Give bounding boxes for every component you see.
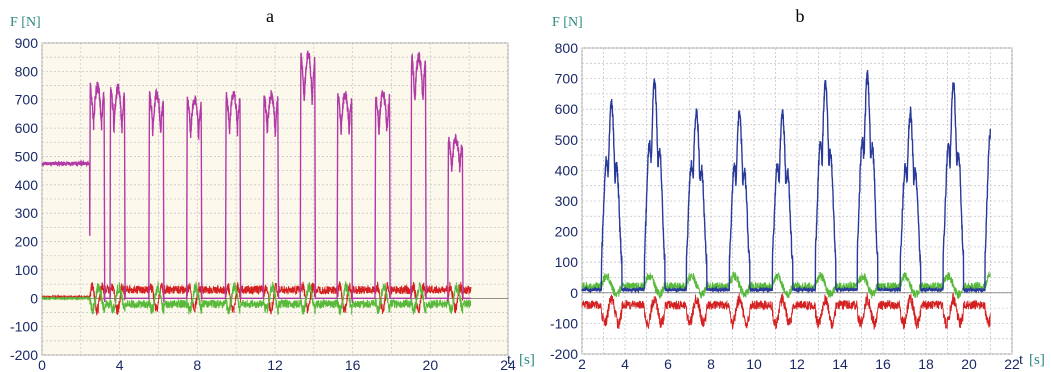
x-tick-label: 8	[193, 357, 201, 372]
y-tick-label: 800	[555, 40, 579, 56]
series-line-lateral-2	[41, 280, 472, 317]
y-tick-labels-a: -200 -100 0 100 200 300 400 500 600 700 800 900	[10, 35, 38, 363]
y-tick-label: -200	[10, 347, 38, 363]
x-tick-label: 16	[345, 357, 361, 372]
x-axis-unit-a: [s]	[519, 352, 535, 368]
x-tick-label: 20	[961, 356, 977, 372]
y-tick-label: 500	[15, 148, 39, 164]
y-tick-label: 700	[15, 92, 39, 108]
x-tick-label: 4	[621, 356, 629, 372]
y-axis-label-a: F [N]	[10, 15, 41, 30]
x-tick-label: 18	[918, 356, 934, 372]
series-group-a	[41, 50, 472, 317]
chart-panel-b: b F [N] -200 -100 0 100 200 300 400 500 600 700 80…	[550, 6, 1045, 372]
y-axis-label-b: F [N]	[552, 15, 583, 30]
y-tick-label: 400	[15, 177, 39, 193]
x-tick-labels-b: 2 4 6 8 10 12 14 16 18 20 22	[578, 356, 1020, 372]
x-tick-label: 8	[707, 356, 715, 372]
x-tick-label: 12	[267, 357, 283, 372]
y-tick-label: -200	[550, 346, 578, 362]
x-tick-label: 12	[789, 356, 805, 372]
y-tick-label: 200	[15, 234, 39, 250]
y-tick-label: 800	[15, 63, 39, 79]
y-tick-label: 500	[555, 132, 579, 148]
y-tick-label: 600	[15, 120, 39, 136]
y-tick-label: 700	[555, 71, 579, 87]
x-tick-label: 0	[38, 357, 46, 372]
chart-panel-a: a F [N] -200-100010020030040050060070080…	[10, 6, 535, 372]
y-tick-label: -100	[550, 315, 578, 331]
x-tick-label: 22	[1004, 356, 1020, 372]
series-line-lateral-1	[581, 270, 991, 300]
x-tick-label: 20	[423, 357, 439, 372]
y-tick-labels-b: -200 -100 0 100 200 300 400 500 600 700 800	[550, 40, 578, 362]
series-line-vertical	[581, 70, 991, 294]
y-tick-label: 0	[30, 290, 38, 306]
y-tick-label: 100	[555, 254, 579, 270]
x-axis-label-t-b: t	[1019, 352, 1024, 368]
series-line-lateral-1	[41, 281, 472, 317]
x-axis-label-t-a: t	[507, 352, 512, 368]
x-tick-label: 2	[578, 356, 586, 372]
series-group-b	[581, 70, 991, 331]
x-tick-label: 14	[832, 356, 848, 372]
x-tick-label: 16	[875, 356, 891, 372]
series-line-vertical	[41, 50, 471, 303]
y-tick-label: -100	[10, 319, 38, 335]
y-tick-label: 600	[555, 101, 579, 117]
x-axis-unit-b: [s]	[1029, 352, 1045, 368]
y-tick-label: 0	[570, 285, 578, 301]
panel-label-b: b	[796, 6, 805, 26]
y-tick-label: 300	[555, 193, 579, 209]
x-tick-labels-a: 0 4 8 12 16 20 24	[38, 357, 516, 372]
y-tick-label: 300	[15, 205, 39, 221]
series-line-lateral-2	[581, 292, 991, 331]
y-tick-label: 900	[15, 35, 39, 51]
panel-label-a: a	[266, 6, 274, 26]
x-tick-label: 10	[746, 356, 762, 372]
y-tick-label: 100	[15, 262, 39, 278]
x-tick-label: 6	[664, 356, 672, 372]
y-tick-label: 400	[555, 162, 579, 178]
x-tick-label: 24	[500, 357, 516, 372]
x-tick-label: 4	[116, 357, 124, 372]
y-tick-label: 200	[555, 224, 579, 240]
